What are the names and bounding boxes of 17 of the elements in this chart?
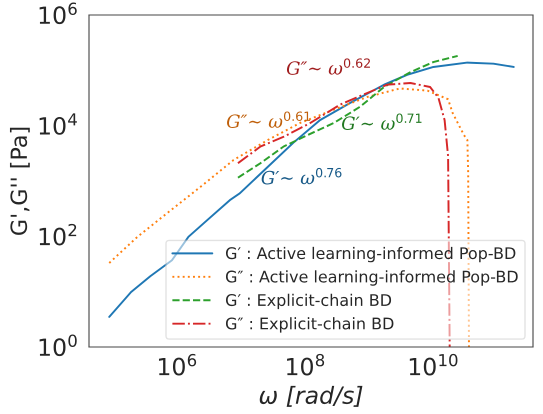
legend-label: G′ : Explicit-chain BD <box>226 294 392 310</box>
x-tick-label: 10$^{10}$ <box>410 354 458 376</box>
legend-label: G″ : Active learning-informed Pop-BD <box>226 270 518 286</box>
y-tick-label: 10$^{6}$ <box>40 2 77 24</box>
annotation: G″∼ ω$^{0.62}$ <box>286 58 370 75</box>
y-axis-title: G',G'' [Pa] <box>10 128 30 235</box>
annotation: G″∼ ω$^{0.61}$ <box>227 111 310 128</box>
x-axis-title: ω [rad/s] <box>260 386 362 407</box>
annotation: G′∼ ω$^{0.71}$ <box>342 113 422 130</box>
y-tick-label: 10$^{4}$ <box>40 113 77 135</box>
annotation: G′∼ ω$^{0.76}$ <box>262 168 342 184</box>
x-tick-label: 10$^{8}$ <box>287 354 324 376</box>
legend-label: G′ : Active learning-informed Pop-BD <box>226 246 516 262</box>
x-tick-label: 10$^{6}$ <box>158 354 196 376</box>
y-tick-label: 10$^{2}$ <box>40 224 76 246</box>
y-tick-label: 10$^{0}$ <box>40 334 77 356</box>
legend-label: G″ : Explicit-chain BD <box>226 317 394 333</box>
